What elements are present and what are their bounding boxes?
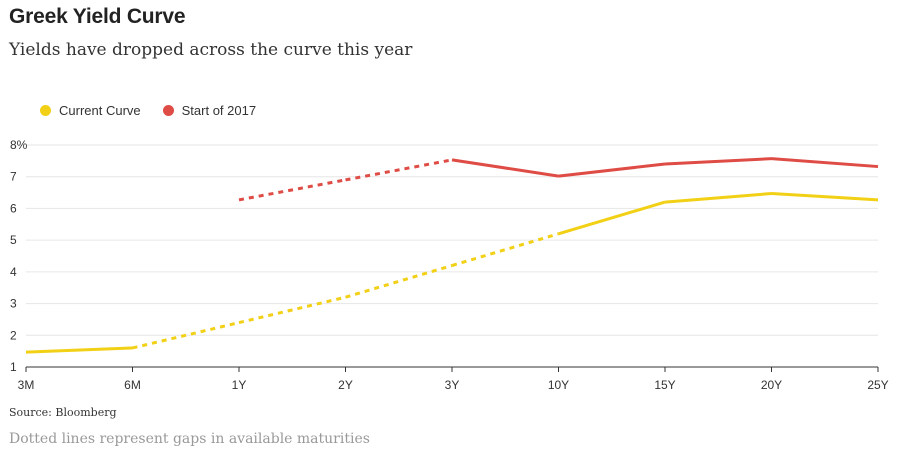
chart-note: Dotted lines represent gaps in available… xyxy=(9,431,370,447)
series-start-of-2017-segment xyxy=(451,158,559,178)
y-tick-label: 5 xyxy=(10,233,17,247)
x-tick-label: 2Y xyxy=(338,378,353,392)
x-tick-label: 20Y xyxy=(761,378,782,392)
series-current-curve-segment xyxy=(451,232,559,267)
chart-source: Source: Bloomberg xyxy=(9,406,117,419)
series-current-curve-segment xyxy=(25,346,133,354)
line-chart: 1 2 3 4 5 6 7 8% 3M 6M 1Y 2Y 3Y 10Y 15Y 20Y 25Y xyxy=(10,138,889,392)
legend-swatch-start-of-2017 xyxy=(162,105,174,116)
x-tick-label: 10Y xyxy=(548,378,569,392)
y-tick-label: 2 xyxy=(10,328,17,342)
series-start-of-2017-segment xyxy=(238,178,346,202)
series-current-curve-segment xyxy=(238,295,346,325)
y-tick-label: 1 xyxy=(10,360,17,374)
legend-item-start-of-2017: Start of 2017 xyxy=(162,103,257,118)
series-start-of-2017-segment xyxy=(558,162,666,178)
y-tick-label: 3 xyxy=(10,297,17,311)
series-current-curve-segment xyxy=(771,192,879,202)
chart-subtitle: Yields have dropped across the curve thi… xyxy=(9,40,413,60)
series-current-curve-segment xyxy=(664,192,772,204)
legend-label-current-curve: Current Curve xyxy=(59,103,141,118)
series-start-of-2017-segment xyxy=(345,158,453,182)
series-current-curve-segment xyxy=(345,264,453,299)
series-current-curve-segment xyxy=(558,200,666,236)
y-tick-label: 6 xyxy=(10,201,17,215)
y-tick-label: 7 xyxy=(10,170,17,184)
series-current-curve-segment xyxy=(132,321,240,350)
series-start-of-2017-segment xyxy=(664,157,772,166)
x-tick-label: 1Y xyxy=(232,378,247,392)
legend-label-start-of-2017: Start of 2017 xyxy=(181,103,257,118)
y-tick-label: 8% xyxy=(10,138,28,152)
series-start-of-2017-segment xyxy=(771,157,879,169)
x-tick-label: 6M xyxy=(124,378,141,392)
x-tick-label: 25Y xyxy=(867,378,888,392)
y-tick-label: 4 xyxy=(10,265,17,279)
legend-swatch-current-curve xyxy=(40,105,51,116)
x-tick-label: 3Y xyxy=(445,378,460,392)
chart-title: Greek Yield Curve xyxy=(9,5,186,28)
x-tick-label: 15Y xyxy=(654,378,675,392)
x-tick-label: 3M xyxy=(18,378,35,392)
legend: Current Curve Start of 2017 xyxy=(40,103,278,118)
legend-item-current-curve: Current Curve xyxy=(40,103,141,118)
